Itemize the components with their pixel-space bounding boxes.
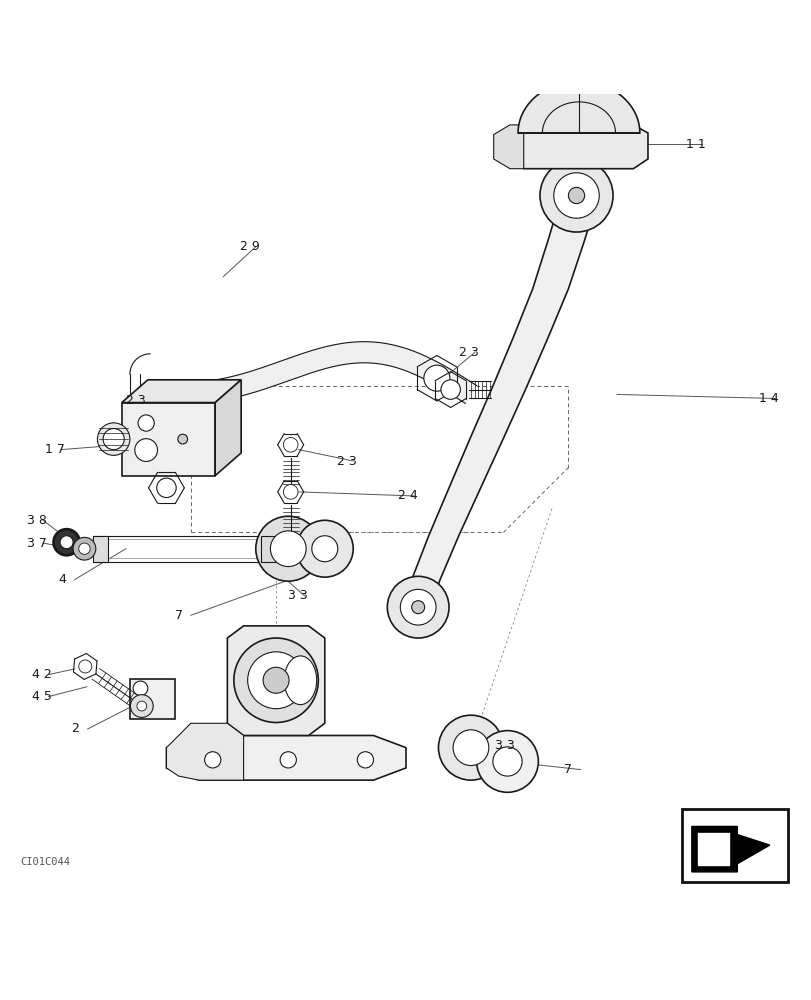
Circle shape	[453, 730, 488, 766]
Bar	[681, 809, 787, 882]
Circle shape	[255, 516, 320, 581]
Circle shape	[73, 537, 96, 560]
Circle shape	[440, 380, 460, 399]
Circle shape	[492, 747, 521, 776]
Circle shape	[539, 159, 612, 232]
Circle shape	[270, 531, 306, 567]
Circle shape	[133, 681, 148, 696]
Circle shape	[138, 415, 154, 431]
Polygon shape	[150, 342, 476, 405]
Polygon shape	[401, 200, 596, 614]
Circle shape	[97, 423, 130, 455]
Circle shape	[283, 485, 298, 499]
Text: 7: 7	[564, 763, 572, 776]
Polygon shape	[166, 723, 243, 780]
Text: 1 7: 1 7	[45, 443, 64, 456]
Ellipse shape	[284, 656, 316, 705]
Circle shape	[60, 536, 73, 549]
Circle shape	[79, 543, 90, 554]
Polygon shape	[130, 679, 174, 719]
Circle shape	[103, 429, 124, 450]
Circle shape	[135, 439, 157, 461]
Circle shape	[387, 576, 448, 638]
Polygon shape	[261, 536, 276, 562]
Circle shape	[204, 752, 221, 768]
Polygon shape	[122, 403, 215, 476]
Circle shape	[263, 667, 289, 693]
Circle shape	[178, 434, 187, 444]
Polygon shape	[509, 125, 647, 169]
Circle shape	[311, 536, 337, 562]
Circle shape	[280, 752, 296, 768]
Circle shape	[400, 589, 436, 625]
Circle shape	[423, 365, 449, 391]
Text: 4 2: 4 2	[32, 668, 52, 681]
Circle shape	[137, 701, 147, 711]
Circle shape	[438, 715, 503, 780]
Polygon shape	[493, 125, 523, 169]
Polygon shape	[517, 81, 639, 133]
Text: 1 1: 1 1	[685, 138, 705, 151]
Text: 3 3: 3 3	[288, 589, 307, 602]
Circle shape	[357, 752, 373, 768]
Circle shape	[247, 652, 304, 709]
Text: 7: 7	[174, 609, 182, 622]
Circle shape	[79, 660, 92, 673]
Circle shape	[133, 701, 148, 715]
Polygon shape	[691, 826, 769, 872]
Text: 2 9: 2 9	[239, 240, 259, 253]
Circle shape	[553, 173, 599, 218]
Circle shape	[54, 529, 79, 555]
Circle shape	[568, 187, 584, 204]
Circle shape	[234, 638, 318, 722]
Circle shape	[283, 437, 298, 452]
Text: 4: 4	[58, 573, 67, 586]
Text: 4 5: 4 5	[32, 690, 52, 703]
Text: 3 7: 3 7	[27, 537, 46, 550]
Text: 2 4: 2 4	[397, 489, 417, 502]
Text: 2: 2	[71, 722, 79, 735]
Circle shape	[296, 520, 353, 577]
Text: 1 4: 1 4	[758, 392, 778, 405]
Polygon shape	[166, 735, 406, 780]
Polygon shape	[227, 626, 324, 735]
Circle shape	[476, 731, 538, 792]
Polygon shape	[122, 380, 241, 403]
Circle shape	[157, 478, 176, 498]
Circle shape	[411, 601, 424, 614]
Polygon shape	[215, 380, 241, 476]
Text: 3 8: 3 8	[27, 514, 46, 527]
Polygon shape	[697, 833, 728, 865]
Text: 2 3: 2 3	[337, 455, 356, 468]
Polygon shape	[93, 536, 108, 562]
Circle shape	[131, 695, 153, 717]
Text: 2 3: 2 3	[126, 394, 145, 407]
Text: 3 3: 3 3	[495, 739, 514, 752]
Text: 2 3: 2 3	[458, 346, 478, 359]
Text: CI01C044: CI01C044	[20, 857, 71, 867]
